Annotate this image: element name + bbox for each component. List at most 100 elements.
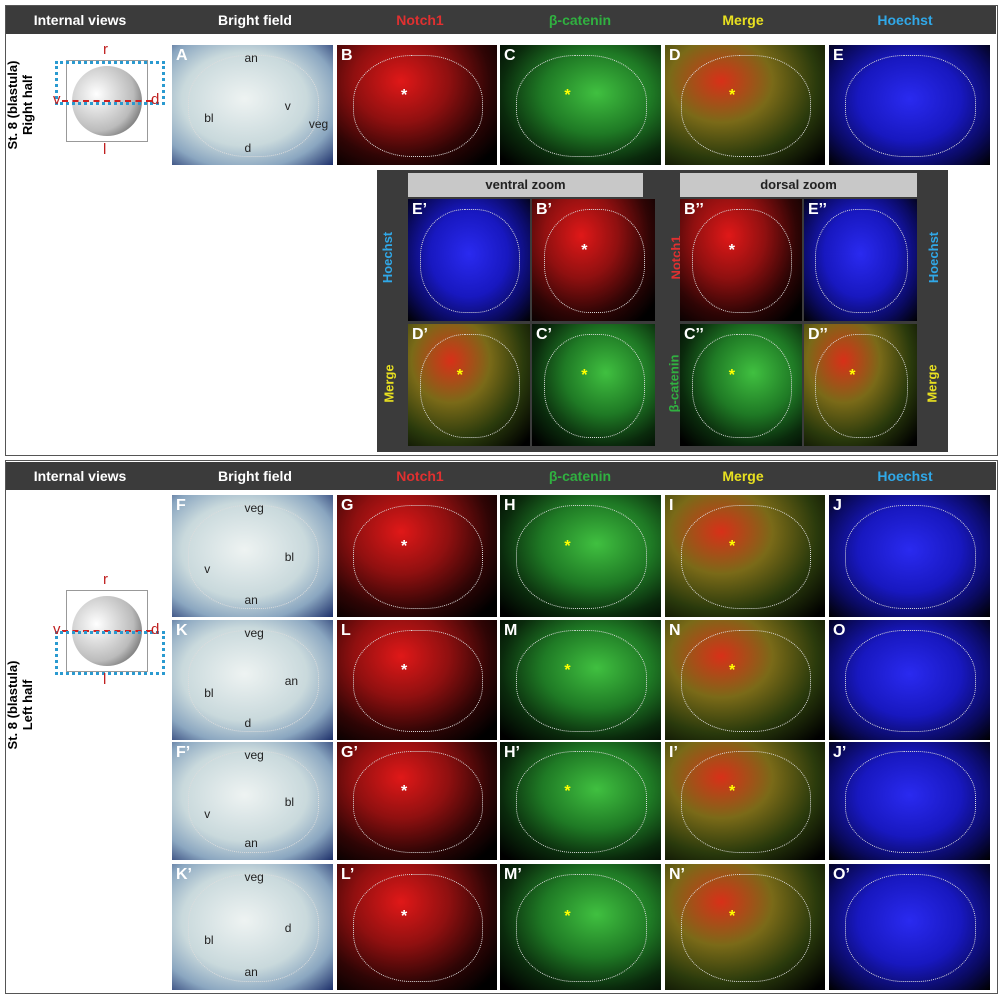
side-label-merge: Merge [381, 364, 397, 403]
panel-Cpp: C’’ * [680, 324, 802, 446]
panel-label: D’’ [808, 326, 828, 343]
asterisk-marker: * [729, 537, 736, 555]
asterisk-marker: * [729, 87, 736, 104]
annotation-d: d [284, 920, 292, 935]
side-label-hoechst-right: Hoechst [926, 231, 942, 284]
embryo-outline [681, 504, 811, 610]
top-header-bar: Internal views Bright field Notch1 β-cateni… [6, 6, 996, 34]
panel-Gp: G’ * [337, 742, 497, 860]
section-half-box [55, 631, 165, 675]
panel-C: C * [500, 45, 661, 165]
diagram-label-r: r [103, 571, 108, 588]
diagram-label-l: l [103, 671, 107, 688]
header-column-label: Hoechst [877, 468, 933, 484]
asterisk-marker: * [564, 662, 571, 679]
panel-I: I * [665, 495, 825, 617]
panel-Op: O’ [829, 864, 990, 990]
embryo-outline [845, 504, 976, 610]
header-internal-views: Internal views [33, 12, 127, 28]
embryo-outline [815, 333, 908, 439]
panel-label: J’ [833, 744, 847, 761]
asterisk-marker: * [729, 662, 736, 679]
panel-label: A [176, 47, 188, 64]
panel-label: K [176, 622, 188, 639]
header-column-label: β-catenin [548, 468, 612, 484]
embryo-outline [845, 874, 976, 982]
side-label-merge-right: Merge [924, 364, 940, 403]
annotation-bl: bl [204, 933, 214, 948]
asterisk-marker: * [729, 783, 736, 801]
embryo-outline [815, 208, 908, 314]
half-text: Left half [20, 679, 35, 731]
annotation-an: an [284, 674, 299, 688]
embryo-outline [681, 54, 811, 158]
panel-label: E’’ [808, 201, 827, 218]
panel-L: L * [337, 620, 497, 740]
header-column-label: Bright field [218, 12, 292, 28]
annotation-veg: veg [244, 626, 264, 640]
asterisk-marker: * [456, 366, 464, 384]
embryo-outline [516, 629, 647, 733]
stage-text: St. 8 (blastula) [5, 660, 20, 750]
embryo-outline [353, 874, 483, 982]
panel-label: G’ [341, 744, 358, 761]
embryo-outline [353, 629, 483, 733]
diagram-label-d: d [151, 621, 160, 638]
embryo-outline [692, 208, 792, 314]
panel-Np: N’ * [665, 864, 825, 990]
panel-label: D’ [412, 326, 428, 343]
panel-Hp: H’ * [500, 742, 661, 860]
annotation-v: v [284, 99, 291, 113]
panel-label: O [833, 622, 846, 639]
panel-label: K’ [176, 866, 192, 883]
panel-Bp: B’ * [532, 199, 655, 321]
embryo-diagram: r v d l [53, 571, 165, 688]
panel-label: O’ [833, 866, 850, 883]
asterisk-marker: * [581, 366, 588, 384]
panel-H: H * [500, 495, 661, 617]
embryo-diagram: r v d l [53, 41, 165, 158]
annotation-veg: veg [244, 747, 264, 762]
panel-label: N’ [669, 866, 685, 883]
panel-label: F’ [176, 744, 191, 761]
asterisk-marker: * [564, 783, 571, 801]
half-text: Right half [20, 75, 35, 135]
annotation-v: v [204, 806, 211, 821]
panel-label: B’’ [684, 201, 704, 218]
bottom-stage-label: St. 8 (blastula) Left half [5, 645, 35, 765]
panel-N: N * [665, 620, 825, 740]
header-column-label: Notch1 [396, 12, 444, 28]
annotation-veg: veg [244, 870, 264, 885]
asterisk-marker: * [729, 908, 736, 926]
embryo-outline [845, 751, 976, 853]
embryo-outline [681, 629, 811, 733]
panel-label: L [341, 622, 351, 639]
diagram-label-d: d [151, 91, 160, 108]
panel-label: E [833, 47, 844, 64]
asterisk-marker: * [401, 537, 408, 555]
panel-label: G [341, 497, 354, 514]
panel-G: G * [337, 495, 497, 617]
header-column-label: Merge [722, 468, 764, 484]
header-column-label: Merge [722, 12, 764, 28]
annotation-an: an [244, 592, 258, 607]
annotation-bl: bl [284, 549, 295, 564]
embryo-outline [516, 874, 647, 982]
panel-label: I [669, 497, 674, 514]
header-column-label: Notch1 [396, 468, 444, 484]
panel-Ep: E’ [408, 199, 530, 321]
ventral-zoom-title: ventral zoom [408, 173, 643, 197]
panel-label: J [833, 497, 842, 514]
header-column-label: Hoechst [877, 12, 933, 28]
annotation-d: d [244, 141, 252, 155]
panel-label: F [176, 497, 186, 514]
diagram-label-v: v [53, 91, 61, 108]
header-internal-views: Internal views [33, 468, 127, 484]
panel-label: I’ [669, 744, 678, 761]
panel-label: H [504, 497, 516, 514]
asterisk-marker: * [581, 241, 588, 259]
annotation-bl: bl [204, 111, 214, 125]
embryo-outline [353, 751, 483, 853]
panel-label: B’ [536, 201, 552, 218]
